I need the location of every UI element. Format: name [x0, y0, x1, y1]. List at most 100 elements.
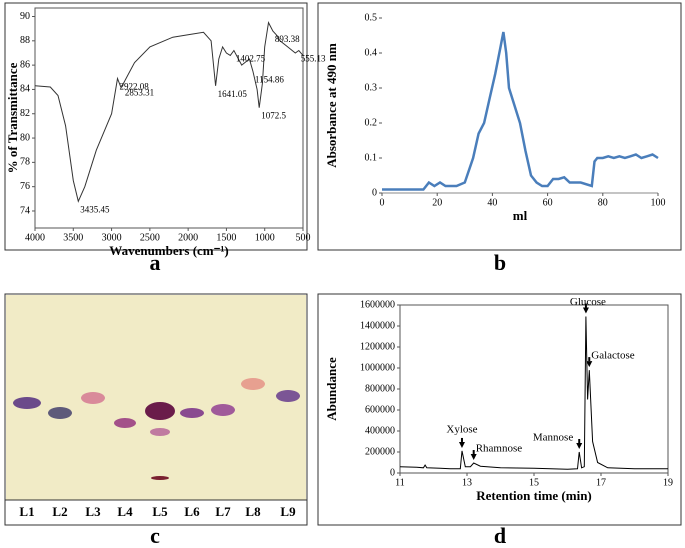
spot	[81, 392, 105, 404]
x-tick-label: 19	[663, 477, 673, 488]
annotation: 3435.45	[80, 204, 110, 214]
lane-label: L3	[85, 504, 101, 519]
panel-frame	[317, 2, 682, 251]
y-tick-label: 78	[20, 157, 30, 168]
y-tick-label: 76	[20, 181, 30, 192]
x-tick-label: 1000	[255, 232, 275, 243]
y-tick-label: 1600000	[360, 299, 395, 310]
data-line	[382, 31, 659, 191]
y-tick-label: 0.2	[365, 117, 378, 128]
y-axis-label: Abundance	[324, 357, 339, 421]
x-tick-label: 80	[598, 197, 608, 208]
annotation-arrow	[576, 443, 583, 449]
y-tick-label: 1200000	[360, 341, 395, 352]
y-tick-label: 88	[20, 35, 30, 46]
spot	[145, 402, 175, 420]
plot-frame	[399, 304, 669, 474]
plate	[6, 295, 306, 500]
y-tick-label: 600000	[365, 404, 395, 415]
y-axis-label: % of Transmittance	[5, 62, 20, 173]
annotation: 2922.08	[120, 82, 150, 92]
annotation-arrow	[470, 454, 477, 461]
spot	[276, 390, 300, 402]
y-tick-label: 0.1	[365, 152, 378, 163]
y-tick-label: 0.5	[365, 12, 378, 23]
spot	[151, 476, 169, 480]
y-axis-label: Absorbance at 490 nm	[324, 43, 339, 168]
spot	[48, 407, 72, 419]
x-tick-label: 3000	[102, 232, 122, 243]
spot	[150, 428, 170, 436]
y-tick-label: 400000	[365, 425, 395, 436]
y-tick-label: 0.3	[365, 82, 378, 93]
x-tick-label: 17	[596, 477, 606, 488]
y-tick-label: 200000	[365, 446, 395, 457]
plot-frame	[34, 7, 304, 229]
panel-label: b	[494, 250, 506, 275]
spot	[114, 418, 136, 428]
annotation: 555.13	[301, 54, 326, 64]
annotation: Galactose	[591, 350, 634, 362]
annotation: 1641.05	[218, 89, 248, 99]
panel-label: c	[150, 523, 160, 548]
annotation-arrow	[582, 307, 589, 314]
y-tick-label: 1000000	[360, 362, 395, 373]
spot	[13, 397, 41, 409]
annotation: 1154.86	[255, 74, 284, 84]
spot	[241, 378, 265, 390]
annotation-arrow	[586, 361, 593, 368]
x-tick-label: 500	[296, 232, 311, 243]
x-tick-label: 4000	[25, 232, 45, 243]
annotation: Xylose	[446, 423, 477, 435]
annotation: 2853.31	[125, 88, 154, 98]
lane-label: L9	[280, 504, 296, 519]
x-axis-label: Wavenumbers (cm⁻¹)	[109, 243, 228, 258]
annotation: Glucose	[570, 296, 606, 308]
y-tick-label: 0.4	[365, 47, 378, 58]
lane-label: L5	[152, 504, 168, 519]
x-axis-label: Retention time (min)	[476, 488, 592, 503]
lane-label: L8	[245, 504, 261, 519]
spot	[211, 404, 235, 416]
x-tick-label: 100	[651, 197, 666, 208]
data-line	[399, 316, 668, 470]
x-tick-label: 20	[432, 197, 442, 208]
panel-frame	[4, 2, 308, 251]
lane-label: L4	[117, 504, 133, 519]
annotation: Rhamnose	[476, 443, 523, 455]
tlc-plate: c	[4, 293, 308, 548]
panel-label: a	[150, 250, 161, 275]
lane-label: L2	[52, 504, 67, 519]
y-tick-label: 80	[20, 132, 30, 143]
y-tick-label: 90	[20, 11, 30, 22]
x-tick-label: 3500	[63, 232, 83, 243]
y-tick-label: 800000	[365, 383, 395, 394]
x-tick-label: 15	[529, 477, 539, 488]
y-tick-label: 84	[20, 84, 30, 95]
lane-label: L6	[184, 504, 200, 519]
x-tick-label: 60	[543, 197, 553, 208]
x-tick-label: 0	[380, 197, 385, 208]
y-tick-label: 1400000	[360, 320, 395, 331]
x-tick-label: 1500	[216, 232, 236, 243]
panel-label: d	[494, 523, 506, 548]
x-tick-label: 11	[395, 477, 405, 488]
y-tick-label: 0	[390, 467, 395, 478]
x-tick-label: 2000	[178, 232, 198, 243]
y-tick-label: 86	[20, 59, 30, 70]
panel-frame	[317, 293, 682, 526]
annotation: 893.38	[275, 34, 300, 44]
x-axis-label: ml	[513, 208, 528, 223]
x-tick-label: 40	[487, 197, 497, 208]
spot	[180, 408, 204, 418]
annotation: Mannose	[533, 432, 573, 444]
y-tick-label: 74	[20, 205, 30, 216]
x-tick-label: 2500	[140, 232, 160, 243]
x-tick-label: 13	[462, 477, 472, 488]
annotation-arrow	[458, 441, 465, 448]
y-tick-label: 0	[372, 187, 377, 198]
lane-label: L1	[19, 504, 34, 519]
annotation: 1072.5	[261, 111, 286, 121]
